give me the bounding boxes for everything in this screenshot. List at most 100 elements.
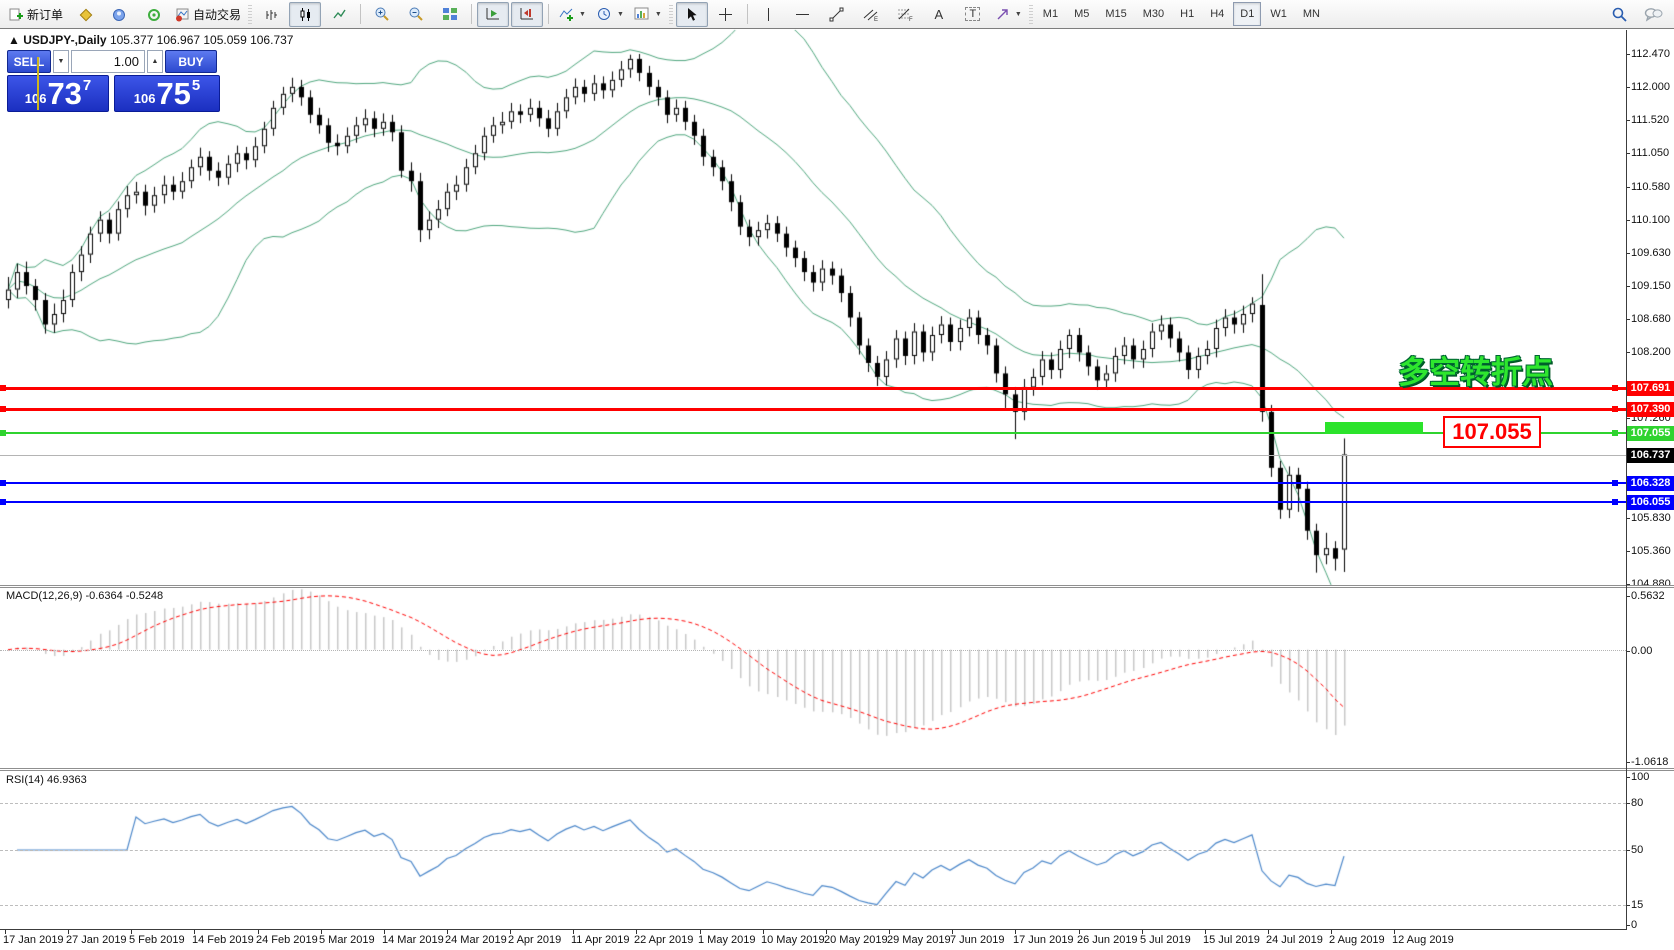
volume-input[interactable] — [71, 50, 145, 73]
signals-button[interactable] — [137, 2, 169, 27]
indicators-icon — [558, 6, 574, 22]
date-tick — [5, 930, 6, 934]
autotrading-button[interactable]: 自动交易 — [171, 2, 245, 27]
axis-tick — [1626, 518, 1630, 519]
level-handle[interactable] — [0, 385, 6, 391]
line-chart-button[interactable] — [323, 2, 355, 27]
chart-shift-icon — [519, 6, 535, 22]
level-line-106.328[interactable] — [0, 482, 1626, 484]
buy-price-box[interactable]: 106 75 5 — [114, 75, 220, 112]
axis-tick — [1626, 87, 1630, 88]
level-handle[interactable] — [1612, 385, 1618, 391]
timeframe-button-h4[interactable]: H4 — [1210, 8, 1225, 20]
price-axis-label: 111.520 — [1631, 114, 1670, 126]
equidistant-channel-tool[interactable]: E — [855, 2, 887, 27]
level-line-107.055[interactable] — [0, 432, 1626, 434]
timeframe-button-h1[interactable]: H1 — [1180, 8, 1195, 20]
date-tick — [1142, 930, 1143, 934]
search-button[interactable] — [1603, 2, 1635, 27]
indicators-button[interactable]: ▼ — [554, 2, 590, 27]
toolbar-separator — [471, 4, 473, 24]
axis-tick — [1626, 352, 1630, 353]
level-handle[interactable] — [1612, 406, 1618, 412]
trendline-tool[interactable] — [821, 2, 853, 27]
new-order-label: 新订单 — [27, 7, 64, 22]
green-highlight-rectangle[interactable] — [1325, 422, 1423, 434]
date-label: 27 Jan 2019 — [66, 934, 127, 946]
timeframe-button-m5[interactable]: M5 — [1074, 8, 1090, 20]
chevron-down-icon: ▼ — [654, 10, 662, 18]
chat-bubbles-icon — [1644, 6, 1663, 22]
buy-button[interactable]: BUY — [165, 50, 217, 73]
one-click-trading-panel: SELL ▼ ▲ BUY 106 73 7 106 75 5 — [7, 50, 221, 112]
level-handle[interactable] — [0, 480, 6, 486]
bar-chart-icon — [264, 7, 279, 22]
date-tick — [1205, 930, 1206, 934]
price-axis-label: 108.680 — [1631, 313, 1671, 325]
level-line-106.737[interactable] — [0, 455, 1626, 456]
turning-point-annotation[interactable]: 多空转折点 — [1398, 355, 1553, 390]
level-handle[interactable] — [0, 430, 6, 436]
bar-chart-button[interactable] — [255, 2, 287, 27]
axis-tick — [1626, 187, 1630, 188]
level-handle[interactable] — [0, 406, 6, 412]
chart-title: ▲ USDJPY-,Daily 105.377 106.967 105.059 … — [8, 33, 293, 47]
level-line-107.691[interactable] — [0, 387, 1626, 390]
vertical-line-object[interactable] — [37, 57, 39, 110]
axis-tick — [1626, 253, 1630, 254]
label-tool[interactable]: T — [957, 2, 989, 27]
pane-separator[interactable] — [0, 768, 1674, 771]
collapse-caret-icon[interactable]: ▲ — [8, 33, 20, 47]
cursor-button[interactable] — [675, 1, 708, 27]
level-line-106.055[interactable] — [0, 501, 1626, 503]
periods-button[interactable]: ▼ — [592, 2, 628, 27]
zoom-out-button[interactable] — [400, 2, 432, 27]
candlestick-chart-button[interactable] — [289, 1, 322, 27]
candlestick-chart-icon — [298, 7, 313, 22]
sell-button[interactable]: SELL — [7, 50, 51, 73]
timeframe-button-m1[interactable]: M1 — [1042, 8, 1059, 20]
tile-windows-button[interactable] — [434, 2, 466, 27]
chart-shift-button[interactable] — [511, 1, 544, 27]
sell-price-box[interactable]: 106 73 7 — [7, 75, 109, 112]
trendline-icon — [829, 7, 844, 22]
fibonacci-tool[interactable]: F — [889, 2, 921, 27]
new-order-button[interactable]: 新订单 — [5, 2, 67, 27]
timeframe-button-mn[interactable]: MN — [1302, 8, 1320, 20]
level-handle[interactable] — [1612, 480, 1618, 486]
sell-price-big: 73 — [47, 76, 82, 111]
timeframe-button-d1[interactable]: D1 — [1233, 2, 1262, 26]
timeframe-button-m30[interactable]: M30 — [1142, 8, 1165, 20]
crosshair-button[interactable] — [710, 2, 742, 27]
toolbar-drag-handle — [1028, 4, 1033, 24]
level-handle[interactable] — [1612, 430, 1618, 436]
zoom-in-button[interactable] — [366, 2, 398, 27]
date-label: 5 Feb 2019 — [129, 934, 185, 946]
text-tool[interactable]: A — [923, 2, 955, 27]
level-line-107.390[interactable] — [0, 408, 1626, 411]
templates-button[interactable]: ▼ — [630, 2, 666, 27]
vertical-line-tool[interactable] — [753, 2, 785, 27]
auto-scroll-button[interactable] — [477, 1, 510, 27]
community-chat-button[interactable] — [1637, 2, 1669, 27]
horizontal-line-tool[interactable] — [787, 2, 819, 27]
zoom-out-icon — [408, 6, 424, 22]
volume-decrease-button[interactable]: ▼ — [53, 50, 69, 73]
level-handle[interactable] — [1612, 499, 1618, 505]
price-axis-label: 112.000 — [1631, 81, 1670, 93]
axis-tick — [1626, 803, 1630, 804]
pane-separator[interactable] — [0, 585, 1674, 588]
volume-increase-button[interactable]: ▲ — [147, 50, 163, 73]
search-icon — [1611, 6, 1628, 23]
tile-windows-icon — [442, 6, 458, 22]
arrows-tool[interactable]: ▼ — [991, 2, 1026, 27]
timeframe-button-w1[interactable]: W1 — [1270, 8, 1287, 20]
clock-icon — [596, 6, 612, 22]
level-handle[interactable] — [0, 499, 6, 505]
chart-profile-button[interactable] — [69, 2, 101, 27]
axis-tick — [1626, 153, 1630, 154]
timeframe-button-m15[interactable]: M15 — [1105, 8, 1127, 20]
price-callout-label[interactable]: 107.055 — [1443, 416, 1541, 448]
market-watch-button[interactable] — [103, 2, 135, 27]
